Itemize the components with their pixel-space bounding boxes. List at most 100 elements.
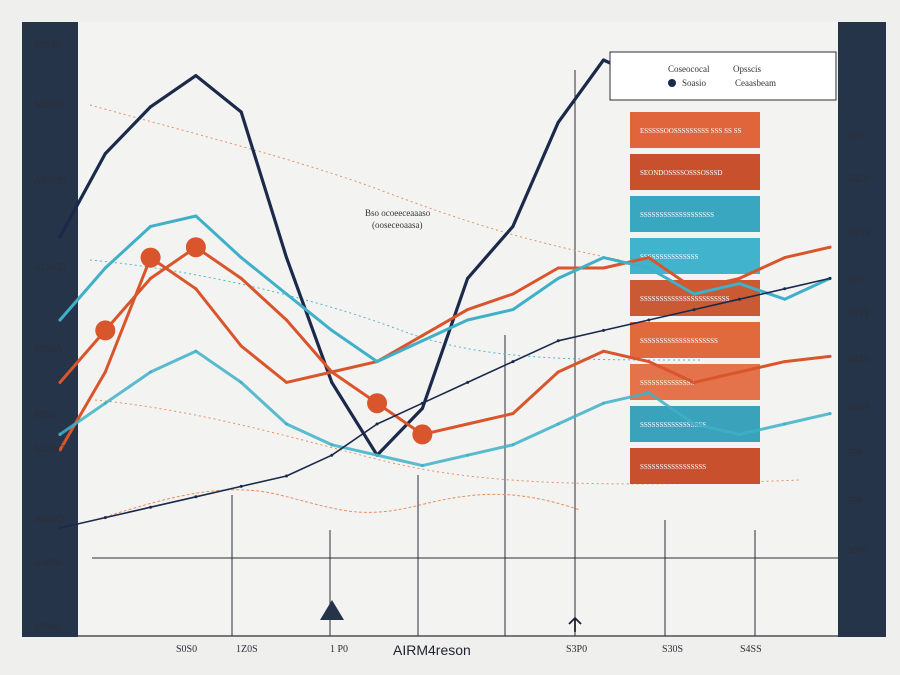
series-3-point-10 bbox=[511, 412, 515, 416]
series-0-point-3 bbox=[194, 74, 198, 78]
series-4-point-13 bbox=[647, 391, 651, 395]
bottom-tick-label: S3P0 bbox=[566, 644, 587, 655]
band-label: SEONDOSSSSOSSSOSSSD bbox=[640, 169, 723, 177]
series-5-point-17 bbox=[828, 276, 832, 280]
series-1-point-4 bbox=[239, 344, 243, 348]
right-tick-label: S3P bbox=[847, 274, 864, 285]
series-1-point-12 bbox=[602, 266, 606, 270]
series-3-point-0 bbox=[58, 380, 62, 384]
band-5: SSSSSSSSSSSSSSSSSSSS bbox=[630, 322, 760, 358]
series-4-point-2 bbox=[149, 370, 153, 374]
series-4-point-7 bbox=[375, 453, 379, 457]
right-tick-label: S3SY bbox=[847, 308, 870, 319]
series-5-point-6 bbox=[330, 453, 334, 457]
series-3-point-14 bbox=[692, 380, 696, 384]
series-5-point-5 bbox=[284, 474, 288, 478]
dotted-curve-4 bbox=[94, 489, 581, 521]
right-tick-labels: S3P S0ZP SAYP S3P S3SY S0ZS SR0P S3P S3P S0S0 bbox=[847, 130, 872, 556]
series-3-point-11 bbox=[556, 370, 560, 374]
band-rect bbox=[630, 154, 760, 190]
series-2-point-6 bbox=[330, 328, 334, 332]
series-4-point-11 bbox=[556, 422, 560, 426]
left-tick-label: AS0S0 bbox=[34, 558, 62, 569]
band-label: SSSSSSSSSSSSSSS bbox=[640, 253, 699, 261]
series-0-point-4 bbox=[239, 110, 243, 114]
series-2-point-3 bbox=[194, 214, 198, 218]
series-1-point-10 bbox=[511, 292, 515, 296]
series-4-point-15 bbox=[737, 432, 741, 436]
left-tick-label: SAS0C bbox=[34, 444, 64, 455]
series-4-point-4 bbox=[239, 380, 243, 384]
highlight-marker-0 bbox=[140, 247, 161, 268]
legend-col1-title: Coseococal bbox=[668, 64, 710, 74]
series-2-point-8 bbox=[420, 339, 424, 343]
series-3-point-13 bbox=[647, 360, 651, 364]
series-2-point-12 bbox=[602, 256, 606, 260]
highlight-marker-3 bbox=[367, 393, 388, 414]
series-5-point-12 bbox=[602, 328, 606, 332]
band-label: SSSSSSSSSSSSSSSSSSSS bbox=[640, 337, 718, 345]
series-4-point-9 bbox=[466, 453, 470, 457]
right-tick-label: S0S0 bbox=[847, 545, 868, 556]
right-tick-label: SAYP bbox=[847, 228, 872, 239]
series-5-point-7 bbox=[375, 422, 379, 426]
left-tick-label: S3S8A bbox=[34, 344, 63, 355]
series-1-point-11 bbox=[556, 266, 560, 270]
series-5-point-0 bbox=[58, 526, 62, 530]
band-rect bbox=[630, 322, 760, 358]
chart-title: AIRM4reson bbox=[393, 642, 471, 658]
series-3-point-5 bbox=[284, 318, 288, 322]
series-3-point-2 bbox=[149, 276, 153, 280]
left-tick-label: S0S0S bbox=[34, 622, 61, 633]
series-5-point-2 bbox=[149, 505, 153, 509]
band-label: SSSSSSSSSSSSSS bbox=[640, 379, 695, 387]
band-1: SEONDOSSSSOSSSOSSSD bbox=[630, 154, 760, 190]
series-2-point-10 bbox=[511, 308, 515, 312]
left-tick-labels: S0SS0 S0U0D ABS0D ACS0D S3S8A S0S0 SAS0C A0S0D A… bbox=[34, 40, 66, 633]
series-5-point-16 bbox=[783, 287, 787, 291]
right-tick-label: S0ZS bbox=[847, 354, 869, 365]
series-1-point-9 bbox=[466, 308, 470, 312]
series-2-point-2 bbox=[149, 224, 153, 228]
series-2-point-15 bbox=[737, 282, 741, 286]
series-0-point-12 bbox=[602, 58, 606, 62]
series-line-1 bbox=[58, 245, 832, 452]
series-2-point-16 bbox=[783, 297, 787, 301]
left-tick-label: ABS0D bbox=[34, 176, 66, 187]
series-line-2 bbox=[58, 214, 832, 364]
left-axis-panel bbox=[22, 22, 78, 637]
left-tick-label: S0SS0 bbox=[34, 40, 61, 51]
series-1-point-16 bbox=[783, 256, 787, 260]
series-1-point-14 bbox=[692, 287, 696, 291]
bottom-tick-label: 1Z0S bbox=[236, 644, 258, 655]
right-tick-label: S3P bbox=[847, 448, 864, 459]
series-4-point-16 bbox=[783, 422, 787, 426]
left-tick-label: S0U0D bbox=[34, 100, 64, 111]
band-0: ESSSSSOOSSSSSSSSS SSS SS SS bbox=[630, 112, 760, 148]
series-1-point-0 bbox=[58, 448, 62, 452]
series-line-5 bbox=[59, 277, 831, 529]
series-0-point-9 bbox=[466, 276, 470, 280]
triangle-marker bbox=[320, 600, 344, 620]
highlight-marker-4 bbox=[412, 424, 433, 445]
series-2-point-0 bbox=[58, 318, 62, 322]
series-4-point-6 bbox=[330, 443, 334, 447]
series-0-point-8 bbox=[420, 406, 424, 410]
series-4-point-10 bbox=[511, 443, 515, 447]
legend: Coseococal Opsscis Soasio Ceaasbeam bbox=[609, 51, 837, 101]
annotation-line-1: Bso ocoeeceaaaso bbox=[365, 208, 431, 218]
band-label: SSSSSSSSSSSSSSSSSSS bbox=[640, 211, 714, 219]
band-label: SSSSSSSSSSSSSSSSS bbox=[640, 463, 706, 471]
band-label: ESSSSSOOSSSSSSSSS SSS SS SS bbox=[640, 127, 741, 135]
band-rect bbox=[630, 112, 760, 148]
series-4-point-0 bbox=[58, 432, 62, 436]
series-2-point-11 bbox=[556, 276, 560, 280]
bottom-tick-label: 1 P0 bbox=[330, 644, 348, 655]
markers-layer bbox=[95, 237, 433, 445]
series-0-point-11 bbox=[556, 120, 560, 124]
series-2-point-4 bbox=[239, 256, 243, 260]
legend-item2-label: Ceaasbeam bbox=[735, 78, 776, 88]
series-1-point-17 bbox=[828, 245, 832, 249]
highlight-marker-1 bbox=[95, 320, 116, 341]
